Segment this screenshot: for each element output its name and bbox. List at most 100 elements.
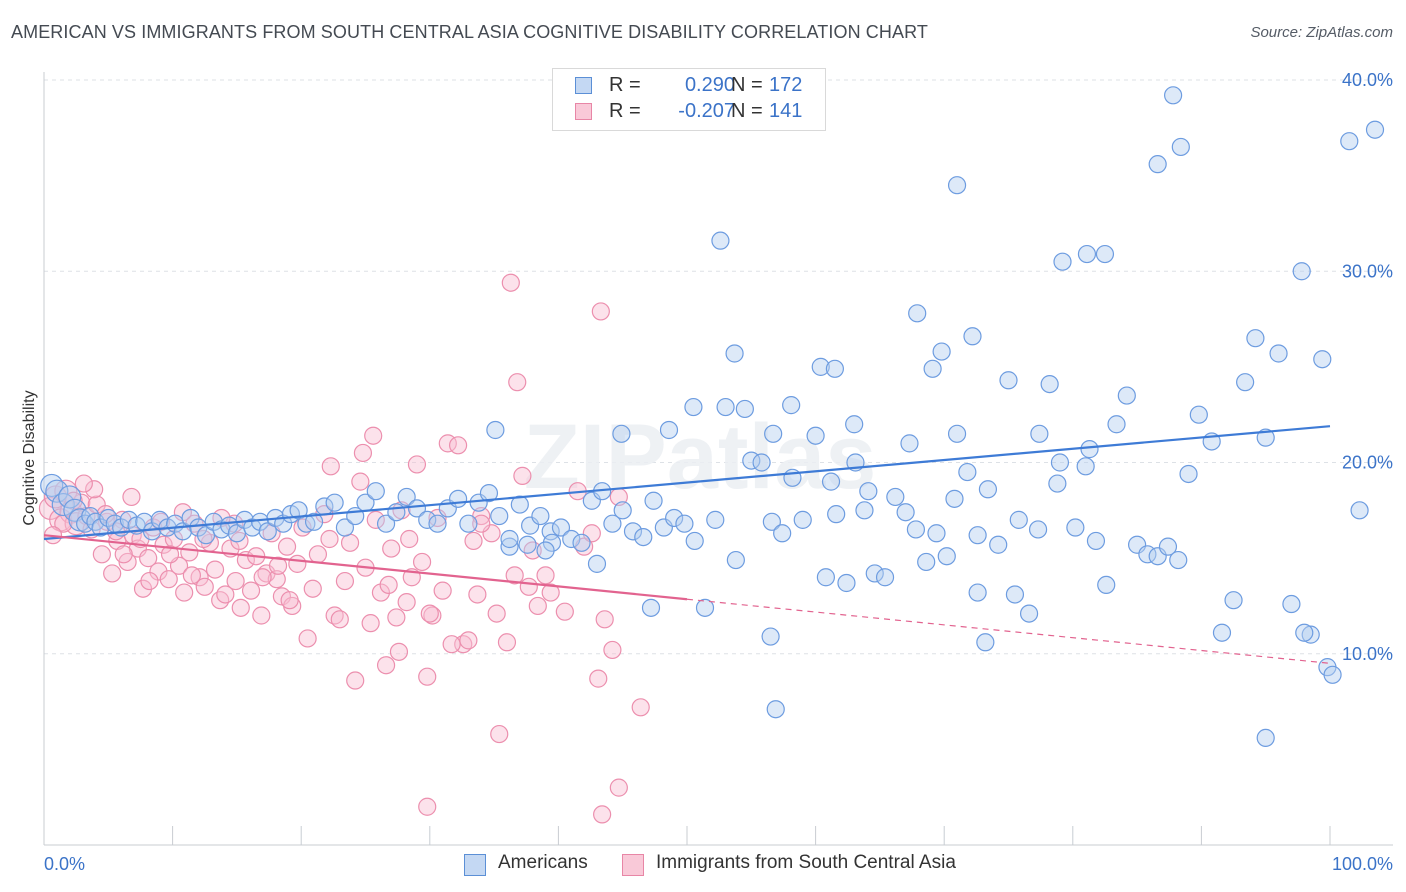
immigrant-point <box>361 614 380 633</box>
american-point <box>1365 120 1385 139</box>
immigrant-point <box>160 545 180 564</box>
american-point <box>1295 623 1314 642</box>
american-point <box>923 359 942 378</box>
immigrant-point <box>353 443 373 463</box>
american-point <box>766 700 785 719</box>
immigrant-point <box>609 778 628 797</box>
immigrant-point <box>205 560 225 579</box>
immigrant-point <box>519 577 538 596</box>
immigrant-point <box>397 593 416 612</box>
american-point <box>418 510 437 529</box>
immigrant-point <box>154 535 173 554</box>
american-point <box>968 583 987 602</box>
americans-n-value: 172 <box>769 74 803 96</box>
american-point <box>623 522 643 541</box>
american-point <box>932 342 951 361</box>
american-point <box>1048 474 1067 493</box>
american-point <box>1256 728 1275 748</box>
legend-label-immigrants: Immigrants from South Central Asia <box>656 852 956 873</box>
american-point <box>500 537 519 556</box>
american-point <box>989 535 1008 554</box>
chart-title: AMERICAN VS IMMIGRANTS FROM SOUTH CENTRA… <box>11 22 928 42</box>
x-axis-ticks <box>172 826 1331 845</box>
immigrant-point <box>195 577 214 596</box>
immigrant-point <box>226 571 245 591</box>
n-label: N = <box>731 100 763 122</box>
american-point <box>500 529 519 549</box>
immigrant-point <box>277 537 297 556</box>
american-point <box>793 510 812 529</box>
american-point <box>816 568 835 587</box>
immigrant-point <box>536 566 555 585</box>
american-point <box>1019 604 1039 623</box>
american-point <box>91 518 110 537</box>
immigrant-point <box>298 629 317 648</box>
american-point <box>752 453 771 472</box>
american-point <box>407 499 427 518</box>
american-point <box>289 501 308 520</box>
american-point <box>1350 501 1369 520</box>
immigrant-point <box>389 642 409 661</box>
american-point <box>1171 137 1190 157</box>
american-point <box>510 495 529 514</box>
y-tick-label: 40.0% <box>1342 70 1393 90</box>
american-point <box>1053 252 1072 271</box>
american-point <box>1107 415 1126 434</box>
american-point <box>1256 428 1275 447</box>
americans-points <box>40 86 1385 748</box>
american-point <box>684 397 703 417</box>
american-point <box>947 176 967 195</box>
american-point <box>1086 531 1106 551</box>
immigrant-point <box>180 543 199 562</box>
american-point <box>1292 262 1311 281</box>
american-point <box>695 598 715 617</box>
r-label: R = <box>609 100 641 122</box>
immigrant-point <box>140 571 159 591</box>
immigrant-point <box>448 436 468 455</box>
legend-swatch-americans <box>464 854 486 876</box>
immigrant-point <box>407 455 427 474</box>
immigrant-point <box>268 556 288 575</box>
american-point <box>764 424 783 443</box>
american-point <box>1179 464 1198 484</box>
american-point <box>1050 453 1070 472</box>
americans-trend-line <box>43 425 1331 541</box>
immigrant-point <box>346 671 365 690</box>
american-point <box>541 522 560 541</box>
american-point <box>945 489 964 508</box>
american-point <box>490 506 509 526</box>
american-point <box>859 482 878 501</box>
american-point <box>204 512 223 531</box>
american-point <box>976 633 995 652</box>
american-point <box>937 547 956 566</box>
americans-swatch <box>575 77 592 94</box>
immigrant-point <box>253 568 272 587</box>
immigrant-point <box>593 805 612 824</box>
immigrant-point <box>351 472 370 491</box>
immigrant-point <box>423 606 442 625</box>
immigrant-point <box>433 581 452 600</box>
american-point <box>1095 244 1115 264</box>
american-point <box>531 506 550 526</box>
american-point <box>304 512 324 531</box>
american-point <box>1117 386 1136 405</box>
american-point <box>947 424 967 443</box>
american-point <box>551 518 571 537</box>
american-point <box>675 514 694 533</box>
immigrant-point <box>508 373 527 392</box>
immigrant-point <box>418 797 437 816</box>
immigrant-point <box>103 564 122 583</box>
immigrants-trend-line <box>43 534 688 601</box>
american-point <box>1009 510 1028 529</box>
american-point <box>258 522 277 541</box>
immigrant-point <box>252 606 271 625</box>
american-point <box>518 535 537 554</box>
immigrant-point <box>241 581 261 600</box>
immigrant-point <box>122 487 141 507</box>
immigrant-point <box>382 539 401 558</box>
immigrant-point <box>631 698 650 717</box>
immigrants-swatch <box>575 103 592 120</box>
american-point <box>45 479 69 503</box>
american-point <box>1066 518 1085 537</box>
american-point <box>1076 457 1095 476</box>
